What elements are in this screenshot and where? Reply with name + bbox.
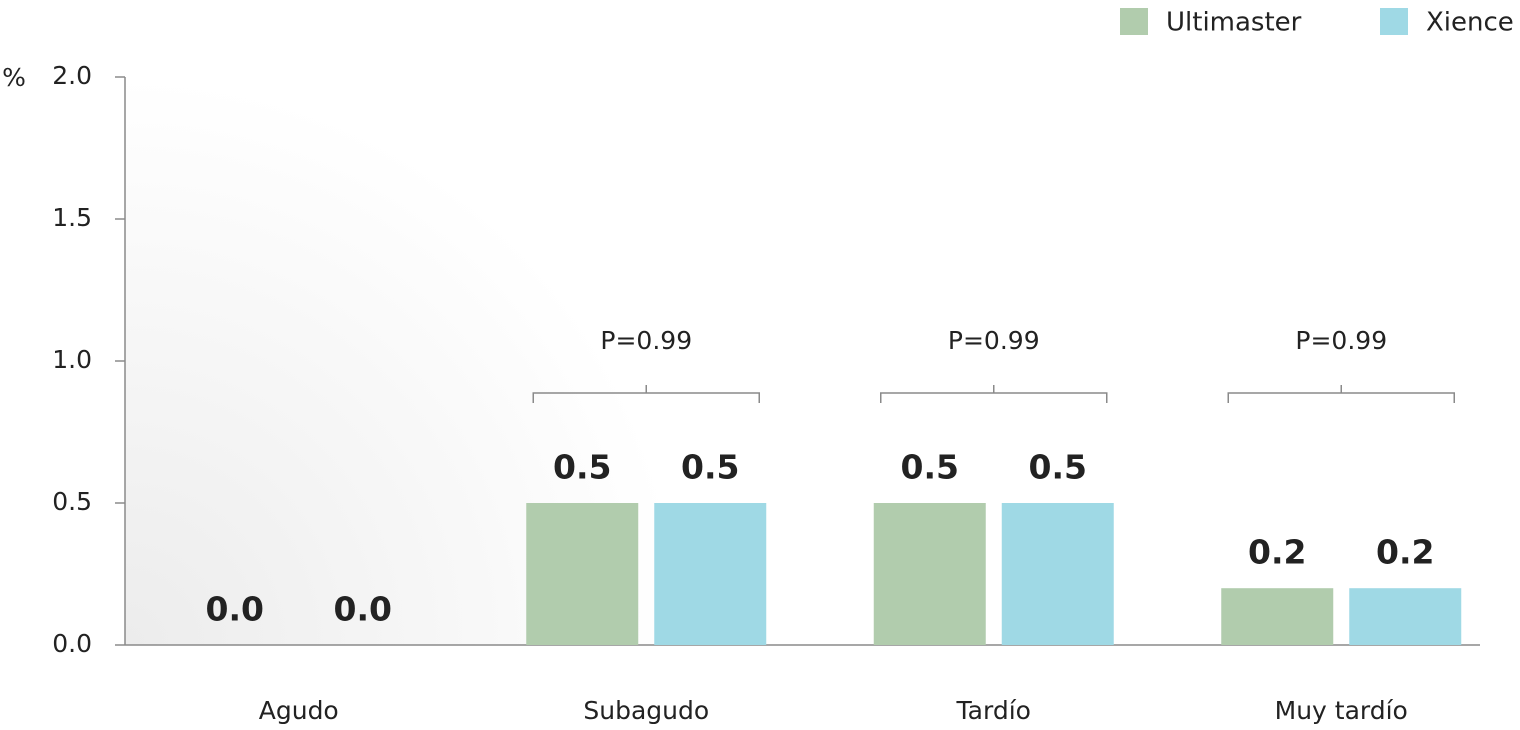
legend-label: Ultimaster bbox=[1166, 8, 1302, 38]
value-label: 0.5 bbox=[681, 448, 739, 487]
x-tick-label: Tardío bbox=[956, 696, 1031, 725]
value-label: 0.0 bbox=[206, 590, 264, 629]
bar bbox=[526, 503, 639, 645]
annotation: P=0.99 bbox=[600, 326, 692, 355]
value-label: 0.0 bbox=[334, 590, 392, 629]
significance-bracket bbox=[1227, 385, 1455, 403]
bar bbox=[1221, 588, 1334, 645]
annotation: P=0.99 bbox=[1295, 326, 1387, 355]
bar bbox=[1001, 503, 1114, 645]
legend-swatch bbox=[1120, 8, 1148, 35]
x-tick-label: Agudo bbox=[259, 696, 339, 725]
significance-bracket bbox=[532, 385, 760, 403]
y-tick-label: 0.0 bbox=[52, 629, 92, 658]
significance-bracket bbox=[880, 385, 1108, 403]
y-tick-label: 1.5 bbox=[52, 203, 92, 232]
bar bbox=[873, 503, 986, 645]
bar bbox=[654, 503, 767, 645]
y-axis-label: % bbox=[2, 63, 26, 92]
value-label: 0.2 bbox=[1248, 533, 1306, 572]
bar bbox=[1349, 588, 1462, 645]
legend-label: Xience bbox=[1426, 8, 1514, 38]
y-tick-label: 1.0 bbox=[52, 345, 92, 374]
value-label: 0.5 bbox=[1029, 448, 1087, 487]
value-label: 0.5 bbox=[553, 448, 611, 487]
value-label: 0.5 bbox=[901, 448, 959, 487]
legend-swatch bbox=[1380, 8, 1408, 35]
y-tick-label: 0.5 bbox=[52, 487, 92, 516]
annotation: P=0.99 bbox=[948, 326, 1040, 355]
x-tick-label: Subagudo bbox=[583, 696, 709, 725]
x-tick-label: Muy tardío bbox=[1275, 696, 1408, 725]
y-tick-label: 2.0 bbox=[52, 61, 92, 90]
value-label: 0.2 bbox=[1376, 533, 1434, 572]
